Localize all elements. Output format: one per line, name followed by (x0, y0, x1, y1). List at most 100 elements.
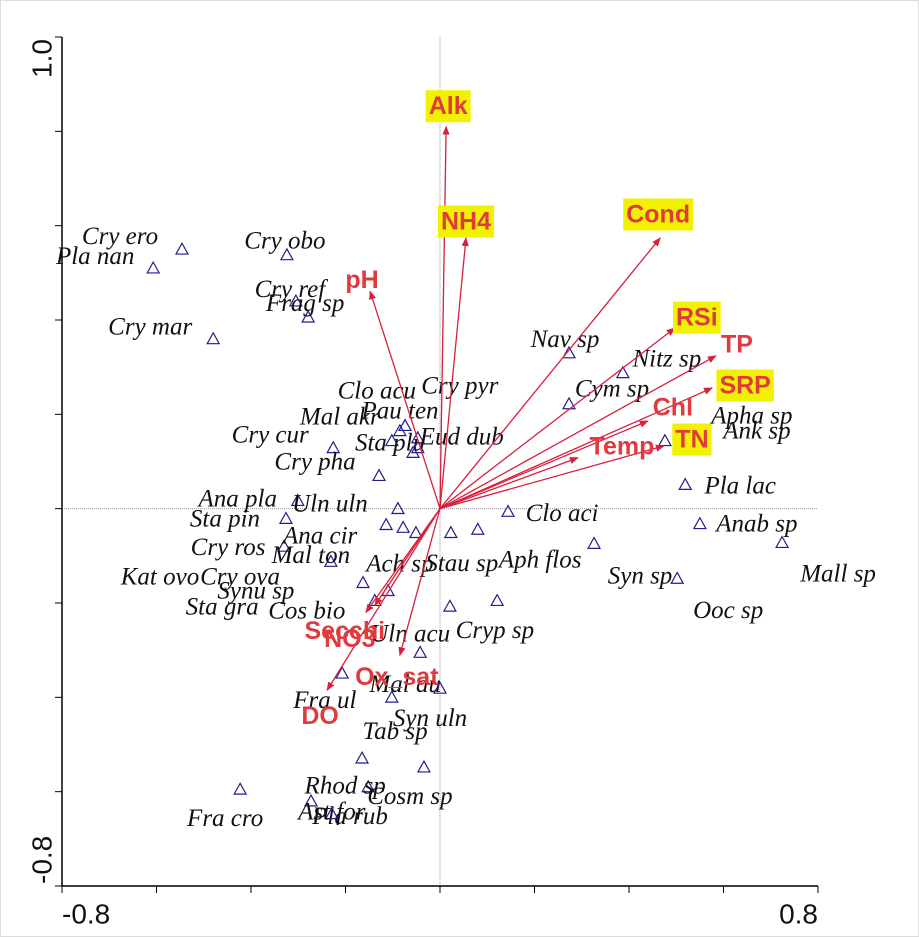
species-label: Sta pin (190, 505, 260, 532)
vector-label: NO3 (324, 625, 375, 653)
species-point (398, 418, 413, 432)
species-point (442, 599, 457, 612)
species-label: Syn sp (608, 562, 673, 589)
species-point (396, 520, 411, 533)
vector-label: Temp (590, 432, 655, 460)
species-point (290, 493, 305, 507)
species-label: Cos bio (268, 597, 345, 624)
species-label: Pla lac (703, 472, 776, 499)
vector-label-highlight (425, 90, 471, 123)
species-label: Mal au (368, 671, 441, 698)
vector-label: Cond (626, 201, 690, 229)
species-point (775, 535, 790, 549)
vector-arrow (439, 420, 649, 510)
species-label: Mal akr (299, 403, 380, 430)
vector-label-highlight (672, 301, 721, 334)
species-point (288, 293, 303, 307)
y-tick-label: 1.0 (26, 39, 57, 78)
vector-arrow (439, 387, 713, 510)
x-tick-label: -0.8 (62, 898, 110, 929)
species-label: Cry ros (191, 534, 266, 561)
species-label: Ach sp (364, 550, 433, 577)
species-label: Cosm sp (367, 783, 452, 810)
species-label: Cry ova (200, 563, 280, 590)
species-label: Anab sp (714, 510, 797, 537)
vector-arrow (439, 444, 665, 510)
species-label: Cry ref (255, 276, 329, 303)
species-label: Rhod sp (304, 773, 386, 800)
species-point (501, 504, 516, 517)
vector-label-highlight (623, 198, 694, 231)
vector-arrow (439, 457, 579, 510)
species-point (233, 782, 248, 795)
species-point (561, 345, 577, 359)
species-label: Cry mar (108, 314, 192, 341)
vector-label: RSi (676, 304, 718, 332)
species-label: Sta gra (186, 593, 259, 620)
species-label: Cym sp (575, 376, 649, 403)
species-label: Cry pyr (421, 373, 498, 400)
y-tick-label: -0.8 (26, 836, 57, 884)
species-point (432, 681, 448, 694)
species-label: Ast for (296, 799, 366, 826)
species-point (326, 440, 341, 454)
vector-arrow (369, 290, 441, 509)
species-point (678, 477, 693, 491)
species-label: Ana cir (281, 522, 358, 549)
species-label: Pau ten (360, 397, 438, 424)
species-point (692, 516, 707, 530)
species-point (408, 525, 423, 539)
species-point (416, 759, 431, 773)
vector-label-highlight (716, 369, 774, 402)
vector-arrow (398, 508, 441, 657)
vector-label-highlight (672, 423, 712, 456)
species-label: Fra cro (186, 805, 263, 832)
species-label: Aph flos (497, 546, 582, 573)
species-label: Eud dub (419, 424, 504, 451)
vector-label: TP (721, 330, 753, 358)
species-label: Cry obo (244, 228, 325, 255)
vector-label: Ox_sat (355, 663, 439, 691)
species-point (335, 666, 350, 679)
x-tick-label: 0.8 (779, 898, 818, 929)
species-label: Cryp sp (456, 617, 534, 644)
species-point (303, 793, 319, 807)
species-point (372, 468, 387, 482)
species-point (490, 593, 505, 607)
species-label: Ank sp (721, 418, 790, 445)
vector-arrow (374, 508, 441, 607)
species-label: Nitz sp (631, 346, 701, 373)
species-label: Uln uln (292, 490, 368, 517)
vector-arrow (439, 327, 676, 510)
vector-label: pH (345, 266, 378, 294)
species-point (277, 539, 292, 552)
vector-arrow (439, 125, 450, 509)
species-point (384, 433, 399, 447)
species-point (384, 690, 399, 703)
species-label: Uln acu (370, 620, 450, 647)
vector-label: Secchi (305, 617, 386, 645)
vector-label: TN (675, 426, 708, 454)
vector-label: Chl (653, 394, 693, 422)
species-label: Synu sp (217, 577, 294, 604)
species-label: Clo acu (338, 378, 416, 405)
species-label: Ooc sp (693, 597, 763, 624)
species-point (323, 554, 338, 567)
species-point (470, 522, 485, 535)
species-point (301, 309, 316, 323)
species-label: Ana pla (197, 485, 277, 512)
species-label: Syn uln (393, 705, 467, 732)
vector-arrow (439, 355, 717, 510)
species-point (146, 260, 161, 274)
species-label: Tab sp (362, 718, 427, 745)
species-label: Cry cur (232, 422, 309, 449)
vector-arrow (439, 237, 661, 510)
vector-label: SRP (719, 372, 770, 400)
species-point (615, 365, 630, 379)
vector-label: DO (301, 702, 339, 730)
species-label: Pla rub (311, 803, 388, 830)
species-point (587, 536, 602, 549)
species-label: Stau sp (425, 550, 498, 577)
species-point (413, 645, 428, 658)
